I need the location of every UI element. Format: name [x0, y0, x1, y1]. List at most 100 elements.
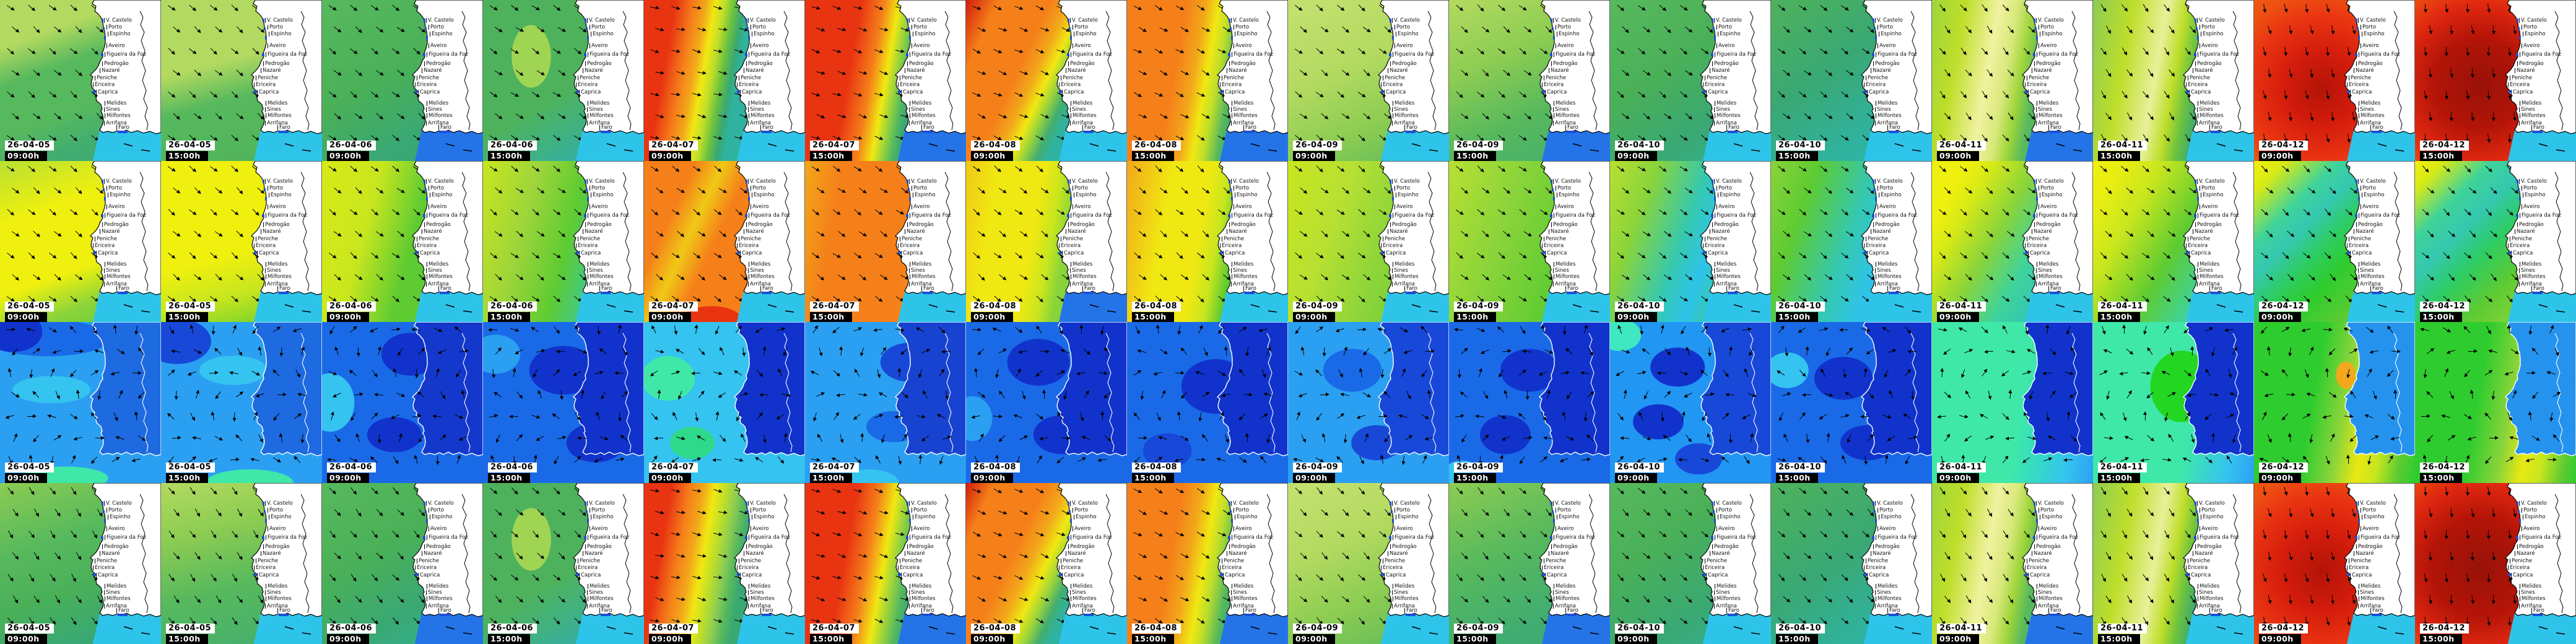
map-tile-r4c8[interactable]: V. Castelo Porto Espinho Aveiro Figueira da … — [1127, 483, 1288, 644]
map-tile-r2c1[interactable]: V. Castelo Porto Espinho Aveiro Figueira da … — [0, 161, 161, 322]
wind-arrow-icon — [2485, 413, 2492, 420]
wind-arrows-layer — [0, 322, 161, 483]
tile-date-label: 26-04-08 — [971, 463, 1020, 472]
map-tile-r2c16[interactable]: V. Castelo Porto Espinho Aveiro Figueira da … — [2415, 161, 2576, 322]
place-label-caprica: Caprica — [257, 90, 279, 95]
map-tile-r3c9[interactable]: 26-04-09 09:00h — [1288, 322, 1449, 483]
wind-arrow-icon — [816, 393, 824, 397]
map-tile-r3c14[interactable]: 26-04-11 15:00h — [2093, 322, 2254, 483]
tile-date-label: 26-04-09 — [1454, 624, 1503, 633]
map-tile-r1c6[interactable]: V. Castelo Porto Espinho Aveiro Figueira da … — [805, 0, 966, 161]
place-label-sines: Sines — [426, 268, 442, 273]
map-tile-r1c13[interactable]: V. Castelo Porto Espinho Aveiro Figueira da … — [1932, 0, 2093, 161]
map-tile-r4c4[interactable]: V. Castelo Porto Espinho Aveiro Figueira da … — [483, 483, 644, 644]
map-tile-r2c13[interactable]: V. Castelo Porto Espinho Aveiro Figueira da … — [1932, 161, 2093, 322]
place-label-v-castelo: V. Castelo — [748, 179, 776, 184]
map-tile-r3c8[interactable]: 26-04-08 15:00h — [1127, 322, 1288, 483]
map-tile-r4c14[interactable]: V. Castelo Porto Espinho Aveiro Figueira da … — [2093, 483, 2254, 644]
tile-time-label: 15:00h — [166, 473, 208, 483]
wind-arrow-icon — [1102, 412, 1103, 421]
place-label-aveiro: Aveiro — [2200, 526, 2217, 531]
place-label-peniche: Peniche — [1383, 237, 1405, 242]
map-tile-r3c6[interactable]: 26-04-07 15:00h — [805, 322, 966, 483]
map-tile-r1c12[interactable]: V. Castelo Porto Espinho Aveiro Figueira da … — [1771, 0, 1932, 161]
map-tile-r4c5[interactable]: V. Castelo Porto Espinho Aveiro Figueira da … — [644, 483, 805, 644]
map-tile-r4c11[interactable]: V. Castelo Porto Espinho Aveiro Figueira da … — [1610, 483, 1771, 644]
map-tile-r1c11[interactable]: V. Castelo Porto Espinho Aveiro Figueira da … — [1610, 0, 1771, 161]
map-tile-r2c7[interactable]: V. Castelo Porto Espinho Aveiro Figueira da … — [966, 161, 1127, 322]
map-tile-r4c12[interactable]: V. Castelo Porto Espinho Aveiro Figueira da … — [1771, 483, 1932, 644]
wind-arrow-icon — [1421, 414, 1429, 419]
map-tile-r4c9[interactable]: V. Castelo Porto Espinho Aveiro Figueira da … — [1288, 483, 1449, 644]
map-tile-r3c10[interactable]: 26-04-09 15:00h — [1449, 322, 1610, 483]
wind-arrow-icon — [394, 369, 397, 377]
map-tile-r4c10[interactable]: V. Castelo Porto Espinho Aveiro Figueira da … — [1449, 483, 1610, 644]
map-tile-r4c6[interactable]: V. Castelo Porto Espinho Aveiro Figueira da … — [805, 483, 966, 644]
map-tile-r1c2[interactable]: V. Castelo Porto Espinho Aveiro Figueira da … — [161, 0, 322, 161]
place-label-figueira-da-foz: Figueira da Foz — [749, 535, 790, 540]
map-tile-r1c10[interactable]: V. Castelo Porto Espinho Aveiro Figueira da … — [1449, 0, 1610, 161]
map-tile-r2c11[interactable]: V. Castelo Porto Espinho Aveiro Figueira da … — [1610, 161, 1771, 322]
map-tile-r2c15[interactable]: V. Castelo Porto Espinho Aveiro Figueira da … — [2254, 161, 2415, 322]
map-tile-r3c16[interactable]: 26-04-12 15:00h — [2415, 322, 2576, 483]
place-label-melides: Melides — [2520, 101, 2541, 106]
wind-arrow-icon — [1966, 391, 1970, 399]
map-tile-r2c9[interactable]: V. Castelo Porto Espinho Aveiro Figueira da … — [1288, 161, 1449, 322]
map-tile-r3c3[interactable]: 26-04-06 09:00h — [322, 322, 483, 483]
map-tile-r2c2[interactable]: V. Castelo Porto Espinho Aveiro Figueira da … — [161, 161, 322, 322]
map-tile-r1c3[interactable]: V. Castelo Porto Espinho Aveiro Figueira da … — [322, 0, 483, 161]
wind-arrow-icon — [2442, 415, 2450, 418]
map-tile-r3c15[interactable]: 26-04-12 09:00h — [2254, 322, 2415, 483]
map-tile-r4c3[interactable]: V. Castelo Porto Espinho Aveiro Figueira da … — [322, 483, 483, 644]
map-tile-r2c14[interactable]: V. Castelo Porto Espinho Aveiro Figueira da … — [2093, 161, 2254, 322]
map-tile-r3c12[interactable]: 26-04-10 15:00h — [1771, 322, 1932, 483]
place-label-espinho: Espinho — [591, 32, 614, 37]
map-tile-r1c8[interactable]: V. Castelo Porto Espinho Aveiro Figueira da … — [1127, 0, 1288, 161]
map-tile-r2c12[interactable]: V. Castelo Porto Espinho Aveiro Figueira da … — [1771, 161, 1932, 322]
map-tile-r1c14[interactable]: V. Castelo Porto Espinho Aveiro Figueira da … — [2093, 0, 2254, 161]
wind-arrow-icon — [133, 458, 141, 461]
wind-arrow-icon — [978, 392, 985, 398]
map-tile-r1c9[interactable]: V. Castelo Porto Espinho Aveiro Figueira da … — [1288, 0, 1449, 161]
map-tile-r3c13[interactable]: 26-04-11 09:00h — [1932, 322, 2093, 483]
wind-arrow-icon — [1661, 326, 1664, 334]
map-tile-r4c7[interactable]: V. Castelo Porto Espinho Aveiro Figueira da … — [966, 483, 1127, 644]
map-tile-r4c2[interactable]: V. Castelo Porto Espinho Aveiro Figueira da … — [161, 483, 322, 644]
map-tile-r4c1[interactable]: V. Castelo Porto Espinho Aveiro Figueira da … — [0, 483, 161, 644]
map-tile-r1c4[interactable]: V. Castelo Porto Espinho Aveiro Figueira da … — [483, 0, 644, 161]
map-tile-r4c13[interactable]: V. Castelo Porto Espinho Aveiro Figueira da … — [1932, 483, 2093, 644]
map-tile-r1c7[interactable]: V. Castelo Porto Espinho Aveiro Figueira da … — [966, 0, 1127, 161]
wind-arrow-icon — [1044, 391, 1045, 399]
map-tile-r3c5[interactable]: 26-04-07 09:00h — [644, 322, 805, 483]
map-tile-r1c16[interactable]: V. Castelo Porto Espinho Aveiro Figueira da … — [2415, 0, 2576, 161]
map-tile-r3c1[interactable]: 26-04-05 09:00h — [0, 322, 161, 483]
map-tile-r3c4[interactable]: 26-04-06 15:00h — [483, 322, 644, 483]
map-tile-r3c11[interactable]: 26-04-10 09:00h — [1610, 322, 1771, 483]
place-label-melides: Melides — [2198, 584, 2219, 589]
map-tile-r2c10[interactable]: V. Castelo Porto Espinho Aveiro Figueira da … — [1449, 161, 1610, 322]
map-tile-r2c4[interactable]: V. Castelo Porto Espinho Aveiro Figueira da … — [483, 161, 644, 322]
place-label-nazar: Nazaré — [422, 551, 442, 556]
map-tile-r2c5[interactable]: V. Castelo Porto Espinho Aveiro Figueira da … — [644, 161, 805, 322]
place-label-v-castelo: V. Castelo — [1070, 501, 1098, 506]
map-tile-r3c7[interactable]: 26-04-08 09:00h — [966, 322, 1127, 483]
map-tile-r4c15[interactable]: V. Castelo Porto Espinho Aveiro Figueira da … — [2254, 483, 2415, 644]
map-tile-r2c3[interactable]: V. Castelo Porto Espinho Aveiro Figueira da … — [322, 161, 483, 322]
map-tile-r4c16[interactable]: V. Castelo Porto Espinho Aveiro Figueira da … — [2415, 483, 2576, 644]
tile-time-label: 09:00h — [649, 312, 691, 322]
place-label-milfontes: Milfontes — [2037, 274, 2063, 279]
place-label-porto: Porto — [1717, 25, 1732, 30]
coast-place-labels: V. Castelo Porto Espinho Aveiro Figueira da … — [805, 0, 966, 161]
map-tile-r3c2[interactable]: 26-04-05 15:00h — [161, 322, 322, 483]
map-tile-r1c5[interactable]: V. Castelo Porto Espinho Aveiro Figueira da … — [644, 0, 805, 161]
wind-arrow-icon — [600, 349, 607, 354]
map-tile-r1c1[interactable]: V. Castelo Porto Espinho Aveiro Figueira da … — [0, 0, 161, 161]
map-tile-r2c8[interactable]: V. Castelo Porto Espinho Aveiro Figueira da … — [1127, 161, 1288, 322]
wind-arrow-icon — [942, 437, 951, 440]
place-label-pedrog-o: Pedrogão — [1551, 222, 1578, 227]
map-tile-r2c6[interactable]: V. Castelo Porto Espinho Aveiro Figueira da … — [805, 161, 966, 322]
wind-arrow-icon — [1565, 435, 1573, 441]
map-tile-r1c15[interactable]: V. Castelo Porto Espinho Aveiro Figueira da … — [2254, 0, 2415, 161]
place-label-aveiro: Aveiro — [1717, 526, 1734, 531]
coast-place-labels: V. Castelo Porto Espinho Aveiro Figueira da … — [1610, 161, 1771, 322]
